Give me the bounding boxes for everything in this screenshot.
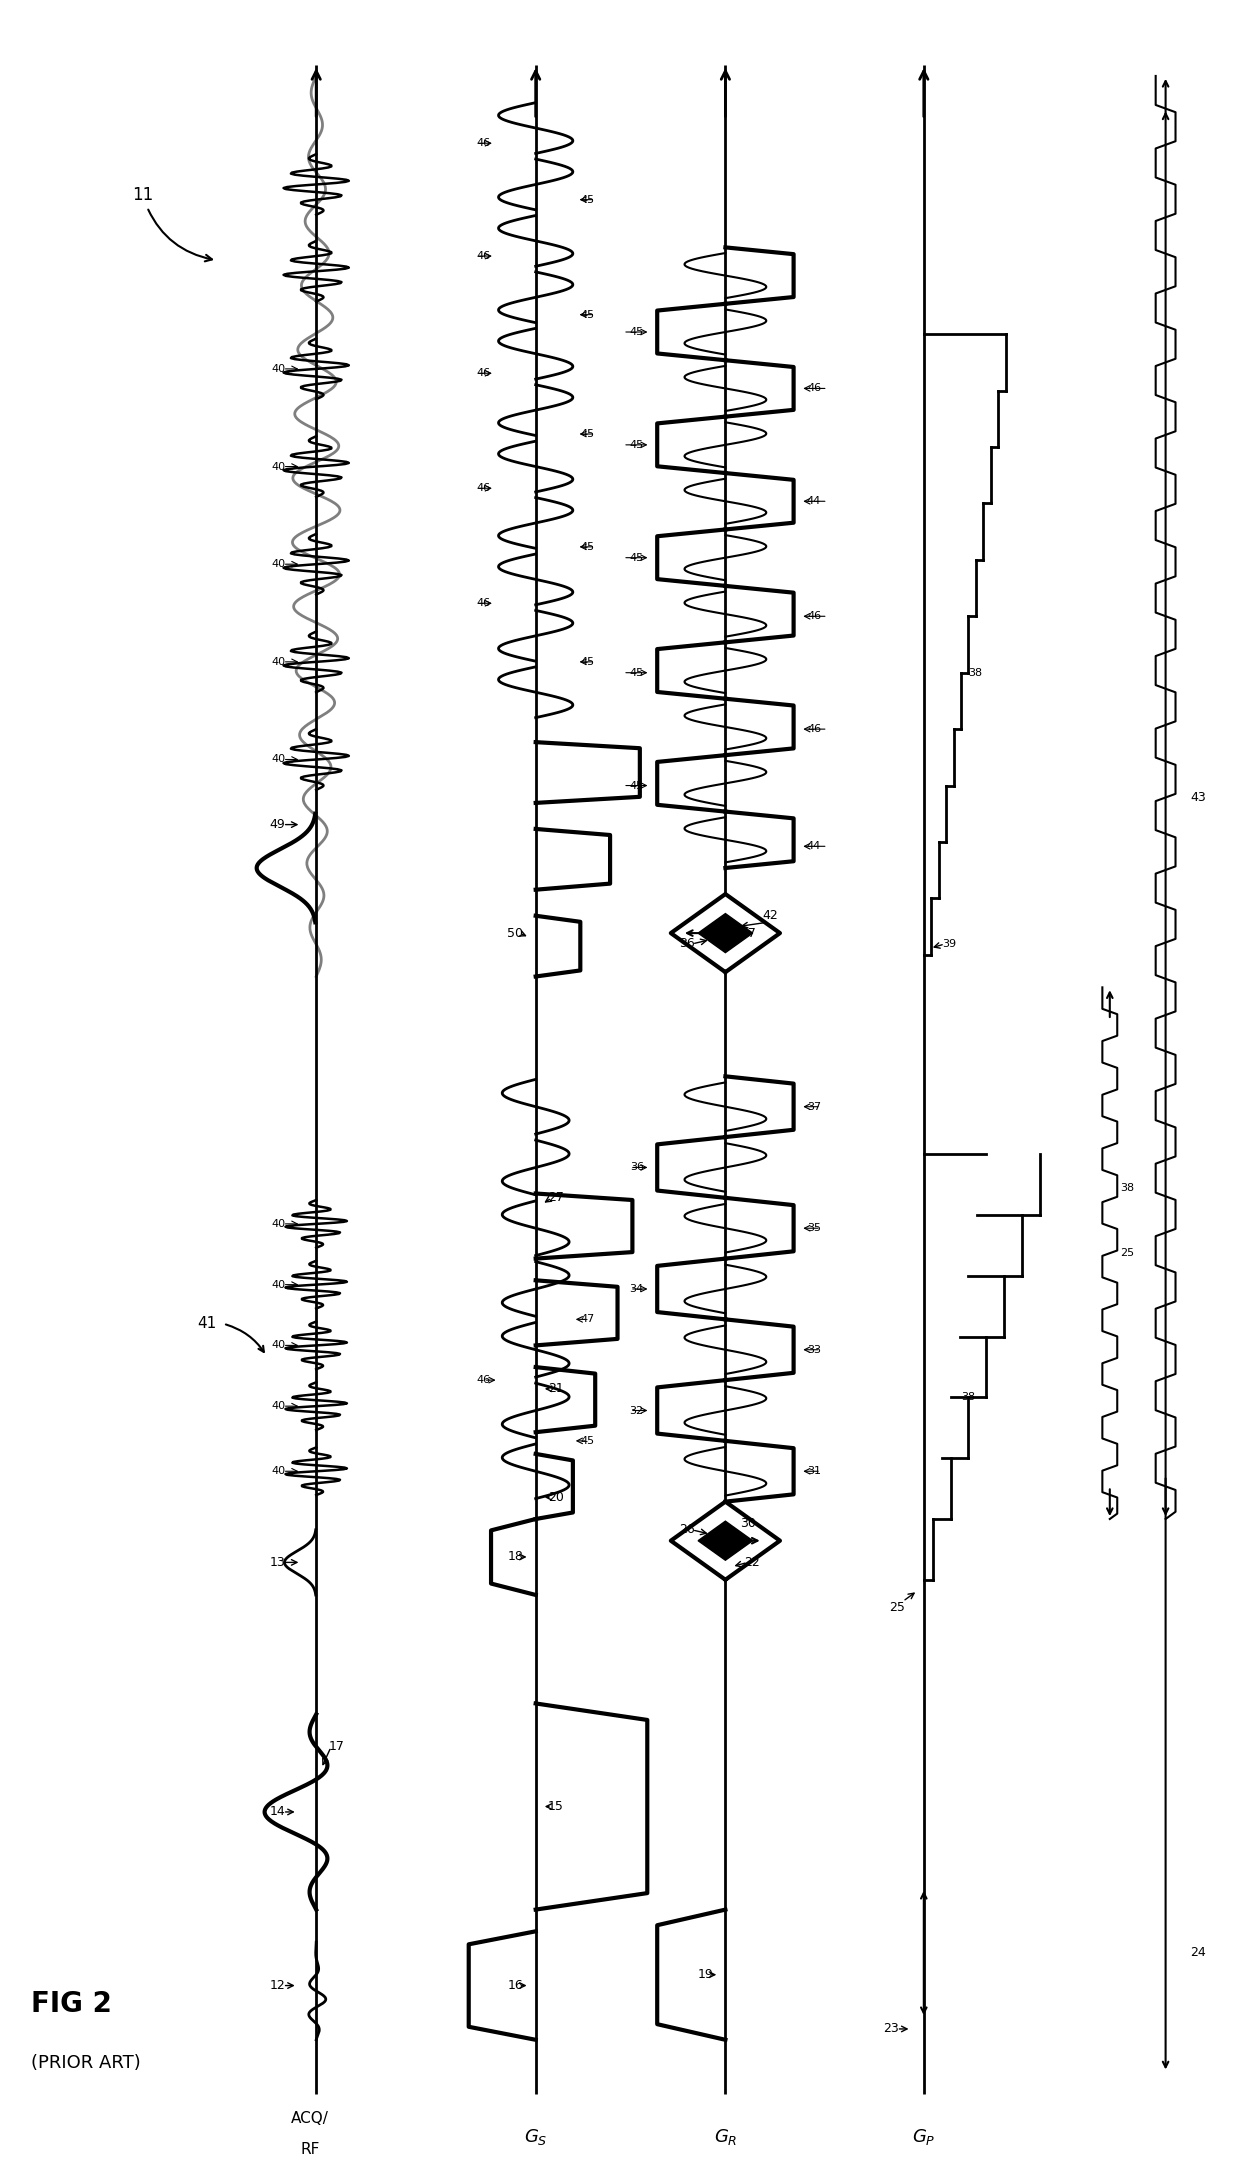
Text: 40: 40	[272, 462, 285, 471]
Text: 46: 46	[476, 252, 491, 260]
Text: 45: 45	[630, 553, 644, 562]
Text: 44: 44	[807, 497, 821, 506]
Text: FIG 2: FIG 2	[31, 1990, 112, 2018]
Polygon shape	[671, 894, 780, 972]
Text: 24: 24	[1190, 1946, 1207, 1960]
Text: 44: 44	[807, 842, 821, 851]
Text: 11: 11	[131, 187, 212, 260]
Text: 40: 40	[272, 755, 285, 764]
Text: 45: 45	[580, 542, 595, 551]
Text: 20: 20	[548, 1491, 564, 1504]
Text: 27: 27	[548, 1191, 564, 1204]
Text: 42: 42	[763, 909, 779, 922]
Text: 46: 46	[476, 484, 491, 493]
Text: 22: 22	[744, 1556, 760, 1569]
Text: 45: 45	[630, 781, 644, 790]
Text: 40: 40	[272, 1402, 285, 1410]
Text: ACQ/: ACQ/	[291, 2111, 329, 2127]
Text: 46: 46	[807, 612, 821, 621]
Text: 34: 34	[630, 1285, 644, 1293]
Text: 50: 50	[507, 927, 523, 940]
Text: 45: 45	[630, 441, 644, 449]
Text: 49: 49	[269, 818, 285, 831]
Polygon shape	[671, 1502, 780, 1580]
Text: $G_R$: $G_R$	[714, 2127, 737, 2146]
Text: 33: 33	[807, 1345, 821, 1354]
Text: 43: 43	[1190, 792, 1207, 803]
Text: 41: 41	[197, 1317, 217, 1330]
Text: 25: 25	[1120, 1248, 1133, 1259]
Text: 40: 40	[272, 1341, 285, 1350]
Text: 21: 21	[548, 1382, 564, 1395]
Polygon shape	[698, 914, 753, 953]
Text: 17: 17	[329, 1740, 345, 1753]
Text: 45: 45	[630, 668, 644, 677]
Text: 40: 40	[272, 1280, 285, 1289]
Text: 36: 36	[630, 1163, 644, 1172]
Text: 15: 15	[548, 1801, 564, 1812]
Text: RF: RF	[300, 2142, 320, 2157]
Text: 26: 26	[678, 1523, 694, 1536]
Text: 35: 35	[807, 1224, 821, 1233]
Text: 46: 46	[476, 369, 491, 378]
Text: 45: 45	[580, 430, 595, 438]
Text: 40: 40	[272, 658, 285, 666]
Text: 25: 25	[889, 1601, 905, 1614]
Text: $G_P$: $G_P$	[913, 2127, 935, 2146]
Text: 23: 23	[883, 2022, 899, 2035]
Text: 37: 37	[807, 1102, 821, 1111]
Text: 39: 39	[942, 940, 956, 948]
Text: 38: 38	[1120, 1183, 1133, 1194]
Text: 45: 45	[580, 310, 595, 319]
Text: 14: 14	[269, 1805, 285, 1818]
Text: 19: 19	[697, 1968, 713, 1981]
Text: 12: 12	[269, 1979, 285, 1992]
Text: 46: 46	[807, 725, 821, 733]
Text: 46: 46	[477, 1376, 491, 1384]
Polygon shape	[698, 1521, 753, 1560]
Text: 45: 45	[630, 328, 644, 336]
Text: 46: 46	[807, 384, 821, 393]
Text: 13: 13	[269, 1556, 285, 1569]
Text: 40: 40	[272, 1467, 285, 1476]
Text: 16: 16	[507, 1979, 523, 1992]
Text: 40: 40	[272, 365, 285, 373]
Text: 40: 40	[272, 560, 285, 569]
Text: 38: 38	[968, 668, 982, 677]
Text: 40: 40	[272, 1220, 285, 1228]
Text: 38: 38	[961, 1393, 975, 1402]
Text: 46: 46	[476, 599, 491, 608]
Text: 45: 45	[580, 1437, 594, 1445]
Text: 30: 30	[740, 1517, 756, 1530]
Text: 31: 31	[807, 1467, 821, 1476]
Text: 46: 46	[476, 139, 491, 148]
Text: (PRIOR ART): (PRIOR ART)	[31, 2055, 141, 2072]
Text: 45: 45	[580, 195, 595, 204]
Text: 32: 32	[630, 1406, 644, 1415]
Text: 37: 37	[740, 927, 756, 940]
Text: 36: 36	[678, 937, 694, 950]
Text: 18: 18	[507, 1552, 523, 1562]
Text: $G_S$: $G_S$	[525, 2127, 547, 2146]
Text: 45: 45	[580, 658, 595, 666]
Text: 47: 47	[580, 1315, 594, 1324]
